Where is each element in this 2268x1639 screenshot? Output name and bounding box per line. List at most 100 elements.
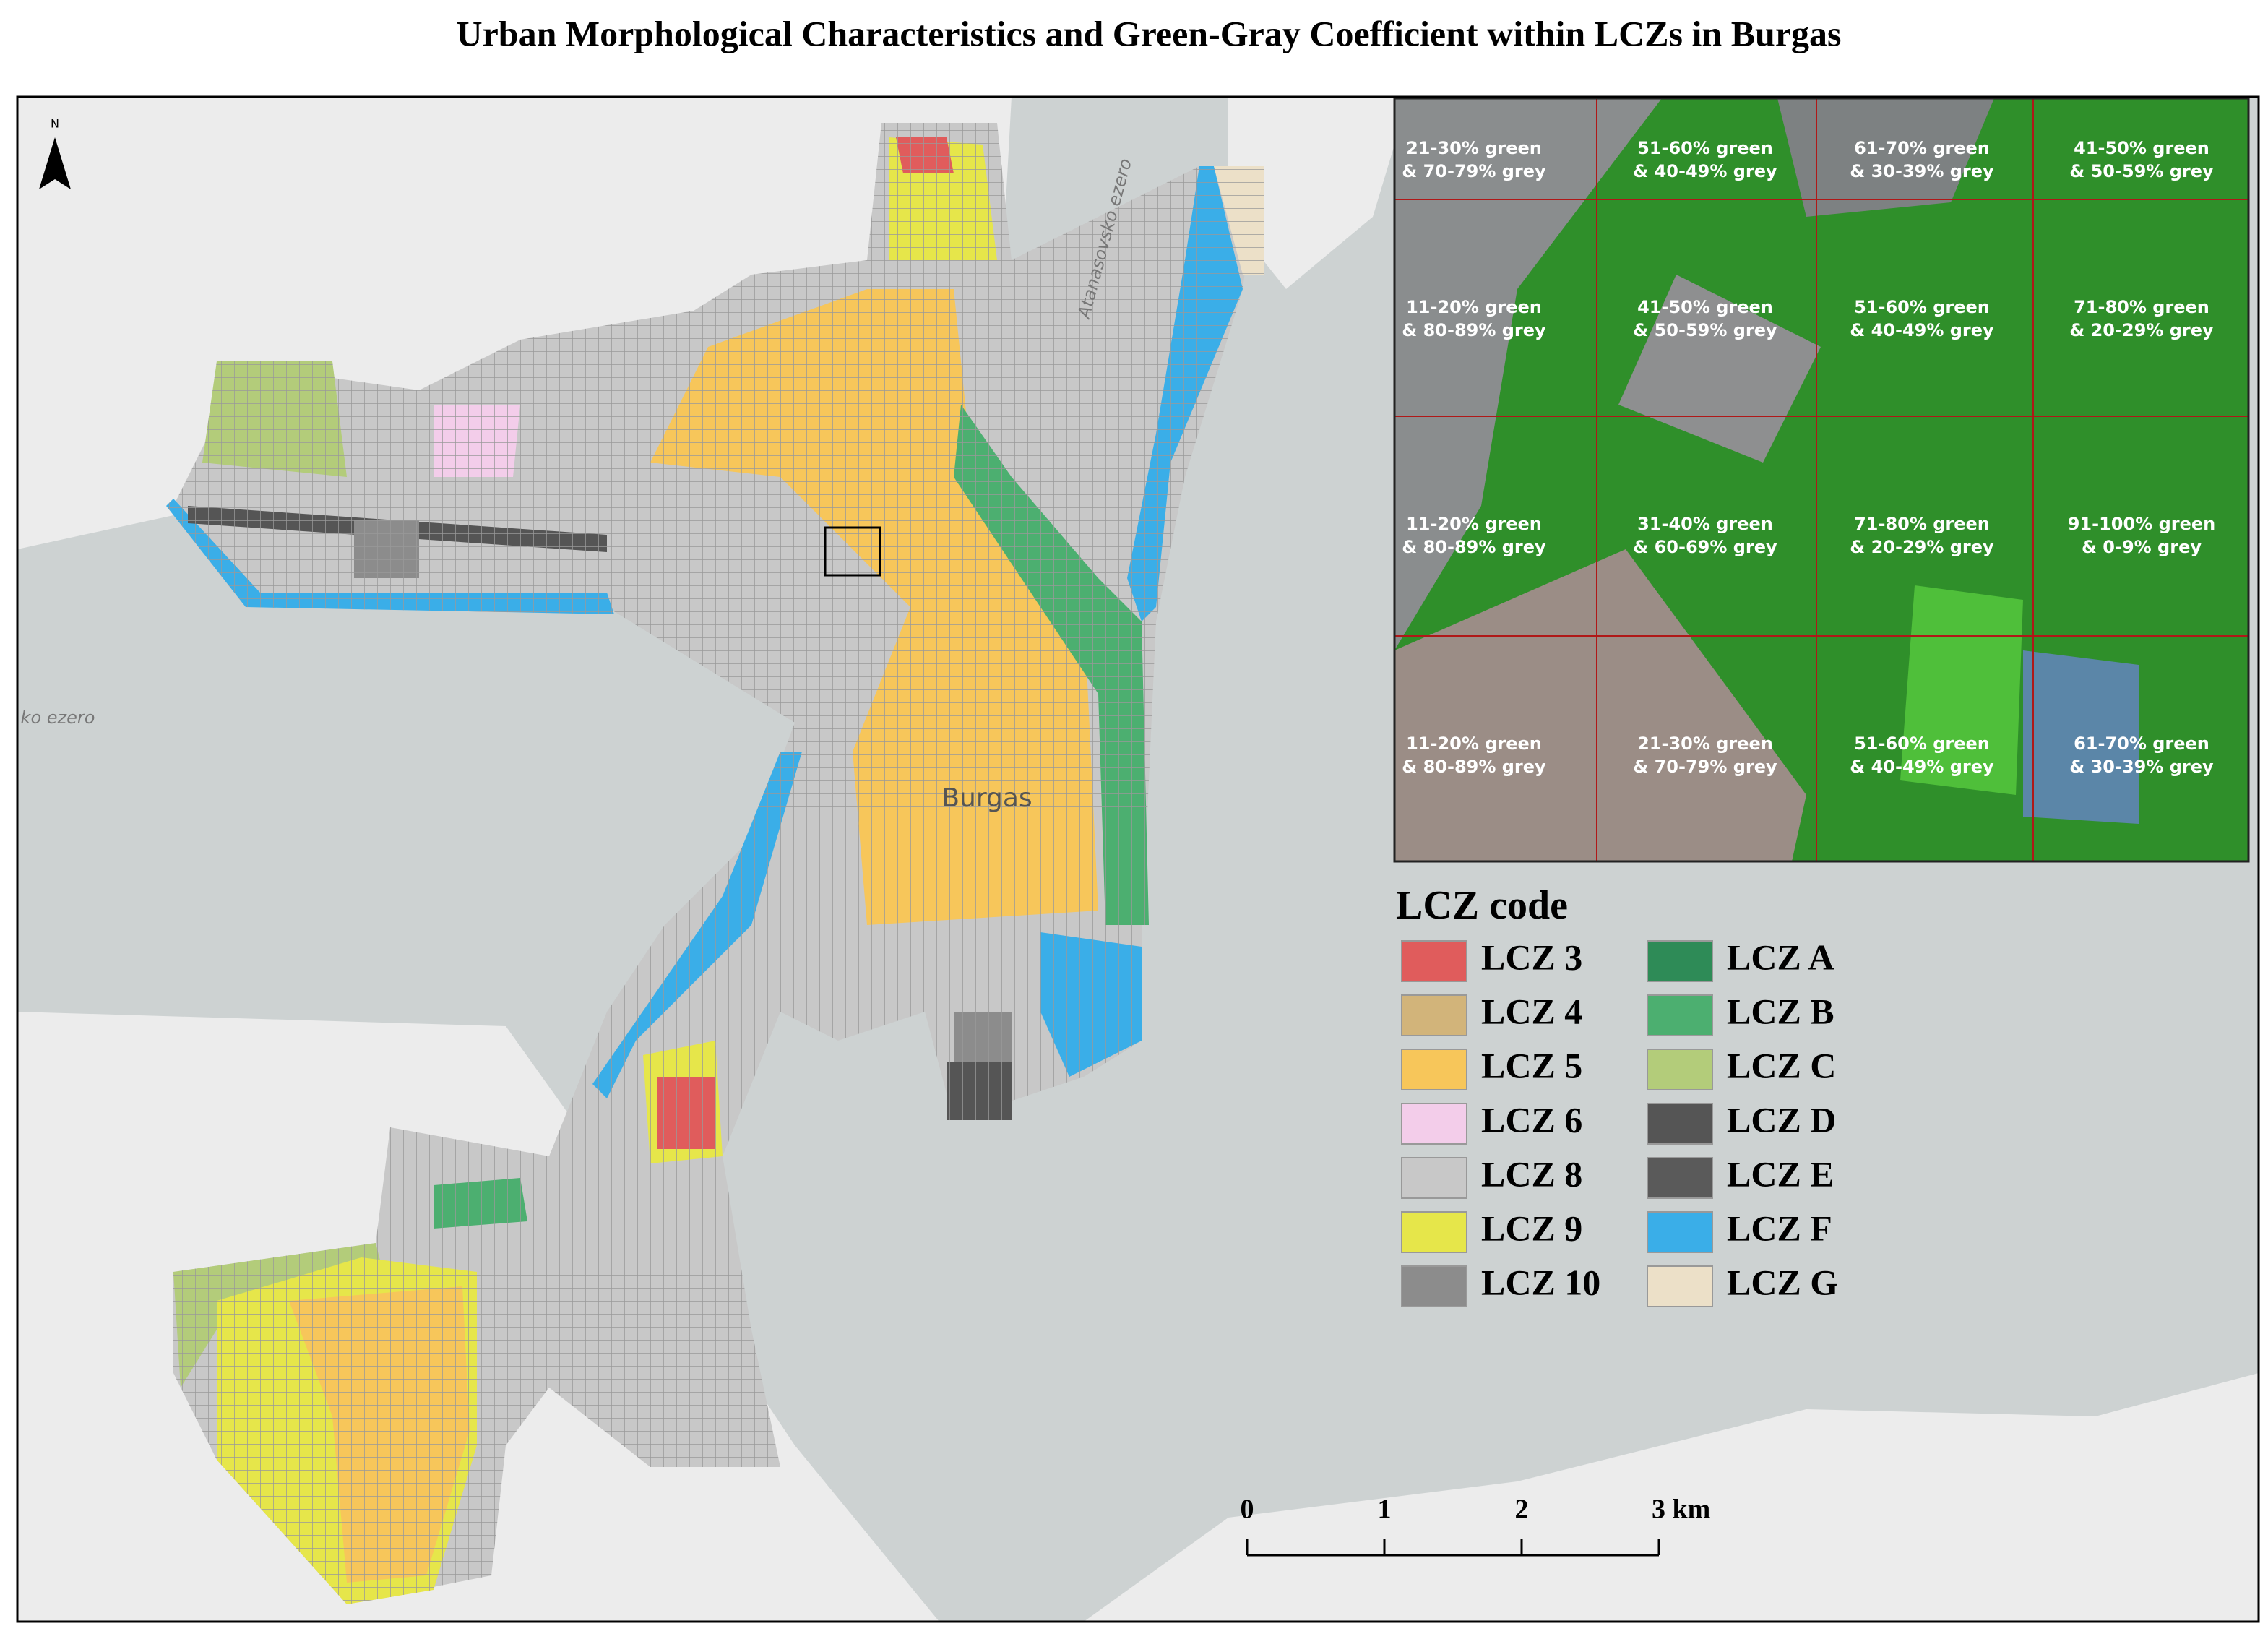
scale-label: 0	[1241, 1494, 1254, 1525]
inset-cell-label: 91-100% green	[2068, 514, 2216, 534]
legend-label: LCZ D	[1727, 1099, 1836, 1140]
legend-label: LCZ 5	[1481, 1045, 1582, 1085]
inset-cell-label: 41-50% green	[1637, 297, 1773, 317]
inset-cell-label: & 60-69% grey	[1633, 537, 1777, 557]
legend-label: LCZ C	[1727, 1045, 1836, 1085]
zone-grid	[954, 405, 1149, 925]
zone-grid	[434, 405, 520, 477]
inset-cell-label: & 50-59% grey	[2069, 161, 2214, 181]
legend-label: LCZ G	[1727, 1262, 1838, 1302]
north-label: N	[51, 117, 59, 131]
zone-grid	[1214, 166, 1264, 275]
inset-cell-label: & 30-39% grey	[1850, 161, 1994, 181]
legend: LCZ 3 LCZ 4 LCZ 5 LCZ 6 LCZ 8 LCZ 9 LCZ 10 LCZ …	[1401, 937, 1838, 1307]
zone-grid	[947, 1062, 1012, 1120]
zone-grid	[1040, 932, 1142, 1077]
inset-cell-label: & 80-89% grey	[1402, 757, 1546, 777]
legend-swatch	[1401, 1157, 1467, 1199]
inset-cell-label: & 40-49% grey	[1850, 320, 1994, 340]
scale-label: 3 km	[1652, 1494, 1710, 1525]
legend-swatch	[1401, 1265, 1467, 1307]
north-arrow	[39, 137, 71, 189]
inset-cell-label: 11-20% green	[1406, 734, 1542, 754]
inset-cell-label: & 20-29% grey	[2069, 320, 2214, 340]
legend-swatch	[1401, 994, 1467, 1036]
legend-label: LCZ 3	[1481, 937, 1582, 977]
legend-swatch	[1401, 1049, 1467, 1090]
legend-label: LCZ B	[1727, 991, 1834, 1031]
legend-swatch	[1401, 1211, 1467, 1253]
zone-grid	[592, 752, 802, 1098]
lcz-zones	[166, 123, 1264, 1604]
court	[2023, 650, 2139, 824]
inset-frame	[1393, 97, 2250, 863]
inset-cell-label: 61-70% green	[2074, 734, 2209, 754]
inset-cell-label: 51-60% green	[1637, 138, 1773, 158]
legend-swatch	[1401, 940, 1467, 982]
zone-grid	[954, 1012, 1012, 1070]
inset-cell-label: 71-80% green	[1854, 514, 1990, 534]
zone-grid	[354, 520, 419, 578]
land	[1084, 1373, 2259, 1622]
zone-grid	[434, 1178, 527, 1229]
inset-cell-label: 21-30% green	[1637, 734, 1773, 754]
legend-label: LCZ 10	[1481, 1262, 1600, 1302]
inset-cell-label: 61-70% green	[1854, 138, 1990, 158]
inset-cell-label: 11-20% green	[1406, 514, 1542, 534]
inset-locator	[824, 526, 881, 577]
inset-cell-label: 41-50% green	[2074, 138, 2209, 158]
legend-label: LCZ 6	[1481, 1099, 1582, 1140]
inset-cell-label: 11-20% green	[1406, 297, 1542, 317]
inset-cell-label: 31-40% green	[1637, 514, 1773, 534]
legend-swatch	[1647, 1265, 1713, 1307]
legend-label: LCZ A	[1727, 937, 1834, 977]
inset-cell-label: & 80-89% grey	[1402, 537, 1546, 557]
buildings	[1394, 98, 1662, 650]
lake-label: ko ezero	[21, 707, 95, 728]
buildings	[1394, 549, 1806, 861]
zone-grid	[650, 289, 1098, 925]
buildings	[1777, 98, 1994, 217]
legend-label: LCZ 4	[1481, 991, 1582, 1031]
legend-label: LCZ E	[1727, 1153, 1834, 1194]
legend-label: LCZ 9	[1481, 1208, 1582, 1248]
legend-title: LCZ code	[1396, 883, 1568, 928]
zone-grid	[657, 1077, 715, 1149]
legend-swatch	[1647, 940, 1713, 982]
legend-label: LCZ 8	[1481, 1153, 1582, 1194]
land	[1228, 97, 1409, 289]
zone-grid	[166, 499, 614, 614]
city-label: Burgas	[941, 783, 1032, 813]
legend-label: LCZ F	[1727, 1208, 1832, 1248]
map-frame	[16, 95, 2260, 1623]
inset-cell-label: & 30-39% grey	[2069, 757, 2214, 777]
legend-swatch	[1647, 1103, 1713, 1145]
inset-cell-label: & 0-9% grey	[2082, 537, 2202, 557]
legend-swatch	[1647, 1049, 1713, 1090]
scale-label: 2	[1515, 1494, 1529, 1525]
map-area: Burgas Atanasovsko ezero ko ezero N 21-3…	[17, 97, 2259, 1622]
inset-cell-label: & 80-89% grey	[1402, 320, 1546, 340]
title: Urban Morphological Characteristics and …	[456, 13, 1841, 53]
scale-label: 1	[1378, 1494, 1392, 1525]
inset: 21-30% green & 70-79% grey 51-60% green & 4…	[1394, 98, 2248, 861]
zone-grid	[1127, 166, 1243, 621]
inset-cell-label: & 70-79% grey	[1402, 161, 1546, 181]
inset-cell-label: & 20-29% grey	[1850, 537, 1994, 557]
legend-swatch	[1647, 1211, 1713, 1253]
inset-cell-label: & 70-79% grey	[1633, 757, 1777, 777]
zone-grid	[896, 137, 954, 173]
inset-cell-label: & 40-49% grey	[1633, 161, 1777, 181]
inset-cell-label: & 50-59% grey	[1633, 320, 1777, 340]
inset-cell-label: 51-60% green	[1854, 297, 1990, 317]
legend-swatch	[1647, 994, 1713, 1036]
zone-grid	[289, 1286, 470, 1583]
inset-cell-label: 21-30% green	[1406, 138, 1542, 158]
legend-swatch	[1401, 1103, 1467, 1145]
scale-bar: 0 1 2 3 km	[1241, 1494, 1710, 1557]
legend-swatch	[1647, 1157, 1713, 1199]
inset-cell-label: & 40-49% grey	[1850, 757, 1994, 777]
inset-cell-label: 51-60% green	[1854, 734, 1990, 754]
